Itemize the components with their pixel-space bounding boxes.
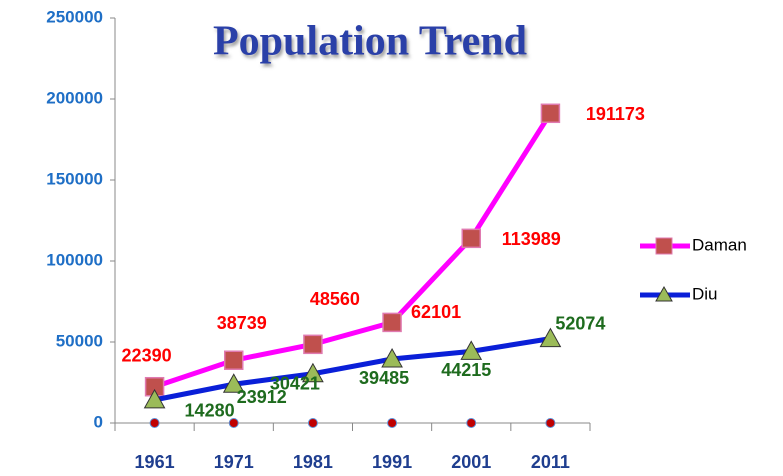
- legend-marker: [655, 237, 673, 255]
- x-tick-label: 1981: [293, 452, 333, 472]
- data-label: 38739: [217, 313, 267, 333]
- line-1: [154, 336, 551, 403]
- x-tick-label: 1991: [372, 452, 412, 472]
- legend-label: Diu: [692, 284, 718, 303]
- marker: [539, 327, 562, 348]
- line-0: [153, 111, 553, 390]
- data-label: 52074: [555, 313, 605, 333]
- marker: [387, 418, 398, 428]
- marker: [222, 373, 245, 393]
- marker: [149, 418, 160, 428]
- marker: [545, 418, 556, 428]
- marker: [228, 418, 239, 428]
- marker: [460, 340, 483, 360]
- data-label: 113989: [502, 229, 561, 249]
- x-tick-label: 1971: [214, 452, 254, 472]
- marker: [466, 418, 477, 428]
- marker: [381, 348, 403, 368]
- marker: [224, 350, 244, 370]
- y-tick-label: 100000: [46, 250, 103, 269]
- data-label: 30421: [270, 373, 320, 393]
- data-label: 48560: [310, 289, 360, 309]
- data-label: 14280: [185, 401, 235, 421]
- y-tick-label: 250000: [46, 7, 103, 26]
- x-tick-label: 2001: [451, 452, 491, 472]
- y-tick-label: 200000: [46, 88, 103, 107]
- legend-label: Daman: [692, 235, 747, 254]
- y-tick-label: 50000: [56, 331, 103, 350]
- marker: [302, 362, 324, 383]
- data-label: 22390: [122, 345, 172, 365]
- chart-title: Population Trend: [213, 19, 527, 65]
- marker: [143, 388, 166, 409]
- data-label: 191173: [586, 104, 645, 124]
- marker: [461, 228, 481, 249]
- legend-marker: [655, 285, 673, 302]
- data-label: 44215: [441, 360, 491, 380]
- marker: [307, 418, 318, 428]
- data-label: 62101: [411, 302, 461, 322]
- marker: [540, 103, 561, 124]
- y-tick-label: 0: [94, 412, 103, 431]
- y-tick-label: 150000: [46, 169, 103, 188]
- marker: [382, 312, 402, 333]
- data-label: 39485: [359, 368, 409, 388]
- x-tick-label: 1961: [135, 452, 175, 472]
- data-label: 23912: [237, 387, 287, 407]
- x-tick-label: 2011: [531, 452, 570, 472]
- marker: [303, 334, 323, 355]
